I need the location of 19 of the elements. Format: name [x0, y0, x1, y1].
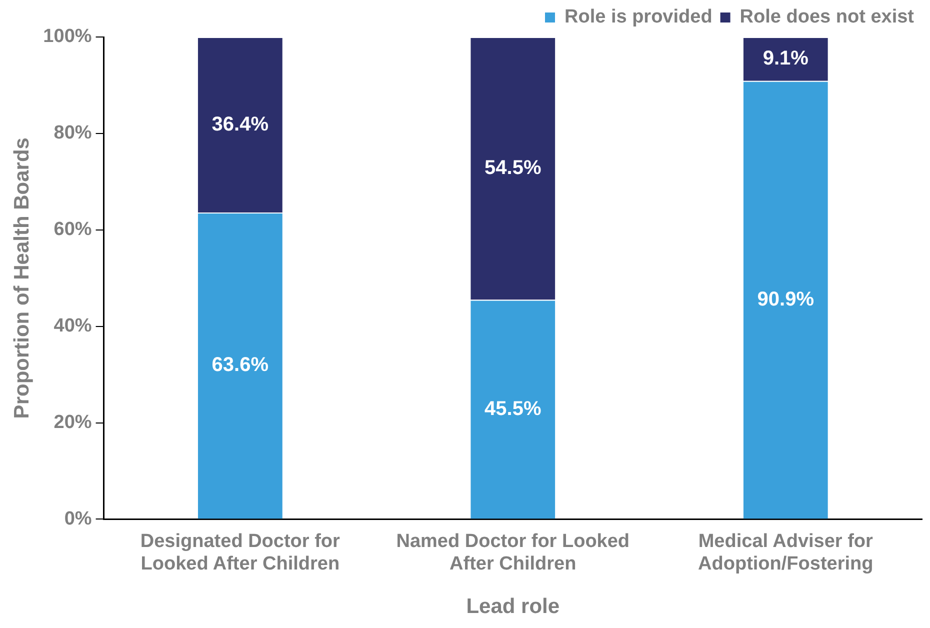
x-axis-title: Lead role	[466, 595, 560, 618]
data-label: 9.1%	[762, 47, 809, 70]
y-axis-title: Proportion of Health Boards	[10, 138, 34, 419]
y-tick-label: 40%	[54, 316, 92, 337]
y-tick-label: 80%	[54, 122, 92, 144]
legend-label: Role is provided	[564, 6, 712, 28]
y-tick-label: 60%	[54, 219, 92, 240]
y-tick-label: 20%	[54, 412, 92, 433]
legend-label: Role does not exist	[740, 6, 915, 28]
data-label: 90.9%	[757, 288, 814, 310]
data-label: 45.5%	[484, 398, 542, 420]
x-tick-label: Designated Doctor for Looked After Children	[140, 530, 341, 575]
data-label: 63.6%	[212, 354, 269, 376]
y-tick-label: 100%	[43, 26, 92, 48]
x-tick-label: Named Doctor for Looked After Children	[396, 530, 630, 575]
data-label: 36.4%	[212, 113, 269, 136]
y-tick-label: 0%	[64, 508, 92, 530]
data-label: 54.5%	[484, 156, 542, 179]
x-tick-label: Medical Adviser for Adoption/Fostering	[698, 530, 874, 575]
